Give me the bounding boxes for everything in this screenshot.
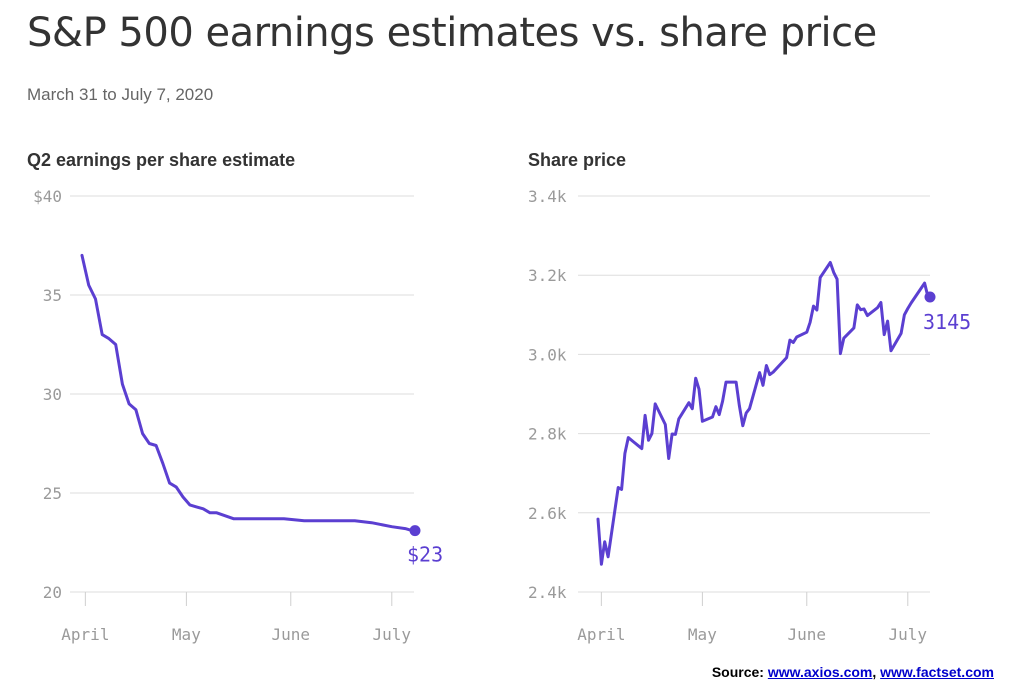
eps-end-value-label: $23: [407, 543, 443, 567]
price-chart-title: Share price: [528, 150, 627, 170]
eps-y-tick-label: 25: [43, 484, 62, 503]
eps-x-tick-label: April: [61, 625, 109, 644]
eps-line-chart: $40 35 30 25 20 April May June July $23: [33, 187, 443, 644]
eps-x-tick-label: June: [272, 625, 311, 644]
price-end-value-label: 3145: [923, 310, 971, 334]
price-y-tick-label: 3.0k: [528, 345, 567, 364]
source-link-factset[interactable]: www.factset.com: [880, 664, 994, 680]
price-y-tick-label: 3.2k: [528, 266, 567, 285]
price-y-tick-label: 2.4k: [528, 583, 567, 602]
eps-series-line: [80, 253, 414, 533]
eps-x-tick-label: July: [373, 625, 412, 644]
price-x-tick-label: July: [889, 625, 928, 644]
price-x-tick-label: April: [577, 625, 625, 644]
price-y-tick-label: 3.4k: [528, 187, 567, 206]
eps-y-tick-label: 30: [43, 385, 62, 404]
source-label: Source:: [711, 664, 764, 680]
price-end-point: [924, 291, 936, 303]
eps-y-tick-label: 35: [43, 286, 62, 305]
price-x-tick-label: June: [788, 625, 827, 644]
eps-chart-title: Q2 earnings per share estimate: [27, 150, 296, 170]
source-link-axios[interactable]: www.axios.com: [767, 664, 873, 680]
eps-y-tick-label: $40: [33, 187, 62, 206]
page-subtitle: March 31 to July 7, 2020: [27, 85, 214, 104]
price-y-tick-label: 2.8k: [528, 425, 567, 444]
source-separator: ,: [872, 664, 877, 680]
price-x-tick-label: May: [688, 625, 717, 644]
price-y-tick-label: 2.6k: [528, 504, 567, 523]
eps-x-tick-label: May: [172, 625, 201, 644]
price-series-line: [596, 261, 930, 566]
eps-y-tick-label: 20: [43, 583, 62, 602]
page-title: S&P 500 earnings estimates vs. share pri…: [27, 10, 877, 56]
price-line-chart: 3.4k 3.2k 3.0k 2.8k 2.6k 2.4k April May June July…: [528, 187, 971, 644]
eps-end-point: [409, 525, 421, 537]
source-credit: Source: www.axios.com, www.factset.com: [712, 664, 994, 680]
